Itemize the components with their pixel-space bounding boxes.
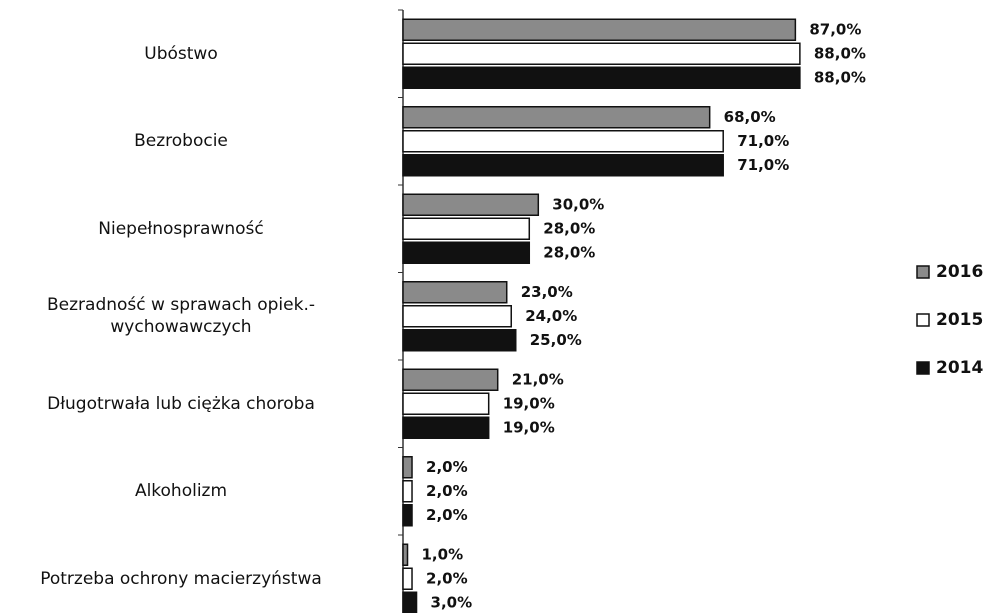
value-label: 68,0% xyxy=(724,108,776,126)
bar xyxy=(402,416,490,439)
bar xyxy=(402,241,531,264)
category-label: Bezradność w sprawach opiek.- wychowawcz… xyxy=(47,295,315,338)
value-label: 71,0% xyxy=(737,132,789,150)
bar xyxy=(402,106,711,129)
bar xyxy=(402,504,413,527)
bar xyxy=(402,217,531,240)
value-label: 28,0% xyxy=(543,243,595,261)
value-label: 2,0% xyxy=(426,569,468,587)
bar xyxy=(402,193,540,216)
bar xyxy=(402,456,413,479)
legend-label: 2014 xyxy=(936,358,983,378)
bar xyxy=(402,18,797,41)
value-label: 1,0% xyxy=(422,545,464,563)
bar xyxy=(402,154,724,177)
value-label: 25,0% xyxy=(530,331,582,349)
value-label: 2,0% xyxy=(426,482,468,500)
bar xyxy=(402,305,512,328)
value-label: 87,0% xyxy=(809,20,861,38)
bar xyxy=(402,281,508,304)
bar xyxy=(402,567,413,590)
value-label: 71,0% xyxy=(737,156,789,174)
bar xyxy=(402,368,499,391)
value-label: 28,0% xyxy=(543,219,595,237)
value-label: 21,0% xyxy=(512,370,564,388)
category-label: Bezrobocie xyxy=(134,131,228,152)
category-label: Długotrwała lub ciężka choroba xyxy=(47,393,315,414)
bar xyxy=(402,543,409,566)
legend-swatch xyxy=(916,265,930,279)
value-label: 3,0% xyxy=(431,593,473,611)
bar xyxy=(402,329,517,352)
value-label: 30,0% xyxy=(552,195,604,213)
value-label: 24,0% xyxy=(525,307,577,325)
bar xyxy=(402,591,418,613)
bar xyxy=(402,42,801,65)
legend-swatch xyxy=(916,361,930,375)
category-label: Potrzeba ochrony macierzyństwa xyxy=(40,568,322,589)
legend-swatch xyxy=(916,313,930,327)
value-label: 88,0% xyxy=(814,68,866,86)
category-label: Ubóstwo xyxy=(144,43,218,64)
value-label: 19,0% xyxy=(503,418,555,436)
value-label: 88,0% xyxy=(814,44,866,62)
value-label: 2,0% xyxy=(426,506,468,524)
category-label: Niepełnosprawność xyxy=(98,218,264,239)
value-label: 23,0% xyxy=(521,283,573,301)
bar xyxy=(402,130,724,153)
value-label: 2,0% xyxy=(426,458,468,476)
bar xyxy=(402,480,413,503)
bar xyxy=(402,66,801,89)
bar xyxy=(402,392,490,415)
value-label: 19,0% xyxy=(503,394,555,412)
legend-label: 2015 xyxy=(936,310,983,330)
legend-label: 2016 xyxy=(936,262,983,282)
category-label: Alkoholizm xyxy=(134,481,228,502)
